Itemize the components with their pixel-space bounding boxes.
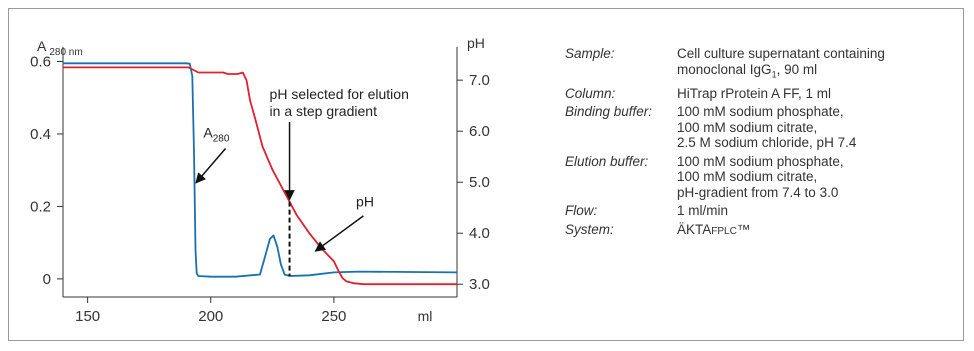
info-key: System: xyxy=(565,221,614,237)
a280-annotation-label: A280 xyxy=(203,125,229,145)
info-row-flow: Flow: 1 ml/min xyxy=(565,203,885,219)
x-axis-label: ml xyxy=(418,308,433,324)
y-left-tick-label: 0.2 xyxy=(30,198,51,215)
info-key: Sample: xyxy=(565,46,615,61)
y-right-tick-label: 6.0 xyxy=(469,123,490,140)
info-value: Cell culture supernatant containing mono… xyxy=(677,46,885,80)
info-row-binding-buffer: Binding buffer: 100 mM sodium phosphate,… xyxy=(565,104,885,151)
y-left-tick-label: 0 xyxy=(43,271,51,288)
info-key: Binding buffer: xyxy=(565,104,653,120)
info-value: ÄKTAFPLC™ xyxy=(677,221,751,237)
ph-annotation-label: pH xyxy=(356,194,374,210)
method-info-panel: Sample: Cell culture supernatant contain… xyxy=(565,46,885,242)
y-right-tick-label: 7.0 xyxy=(469,72,490,89)
info-key: Flow: xyxy=(565,203,598,219)
a280-arrow xyxy=(195,147,227,184)
series-line-a280 xyxy=(63,62,458,278)
y-left-tick-label: 0.6 xyxy=(30,53,51,70)
y-right-tick-label: 4.0 xyxy=(469,225,490,242)
info-value: 1 ml/min xyxy=(677,203,729,219)
y-right-tick-label: 5.0 xyxy=(469,174,490,191)
info-value: 100 mM sodium phosphate, 100 mM sodium c… xyxy=(677,153,844,200)
y-left-axis-label: A 280 nm xyxy=(37,38,83,58)
y-left-tick-label: 0.4 xyxy=(30,126,51,143)
info-row-system: System: ÄKTAFPLC™ xyxy=(565,222,885,240)
elution-annotation-line2: in a step gradient xyxy=(270,103,378,119)
series-line-ph xyxy=(63,66,457,286)
elution-annotation-line1: pH selected for elution xyxy=(270,86,409,102)
info-key: Column: xyxy=(565,85,616,101)
ph-arrow xyxy=(314,215,364,252)
x-tick-label: 250 xyxy=(321,308,346,325)
info-row-elution-buffer: Elution buffer: 100 mM sodium phosphate,… xyxy=(565,154,885,201)
info-row-sample: Sample: Cell culture supernatant contain… xyxy=(565,46,885,83)
x-tick-label: 200 xyxy=(198,308,223,325)
info-value: HiTrap rProtein A FF, 1 ml xyxy=(677,85,832,101)
y-right-axis-label: pH xyxy=(467,35,485,51)
figure-frame xyxy=(8,8,964,341)
info-key: Elution buffer: xyxy=(565,153,649,169)
chromatogram-chart: 150 200 250 ml 0 0.2 0.4 0.6 3.0 4.0 5.0 6.0 7.0 A 280… xyxy=(30,35,490,325)
info-row-column: Column: HiTrap rProtein A FF, 1 ml xyxy=(565,86,885,102)
info-value: 100 mM sodium phosphate, 100 mM sodium c… xyxy=(677,104,857,151)
y-right-tick-label: 3.0 xyxy=(469,276,490,293)
x-tick-label: 150 xyxy=(75,308,100,325)
